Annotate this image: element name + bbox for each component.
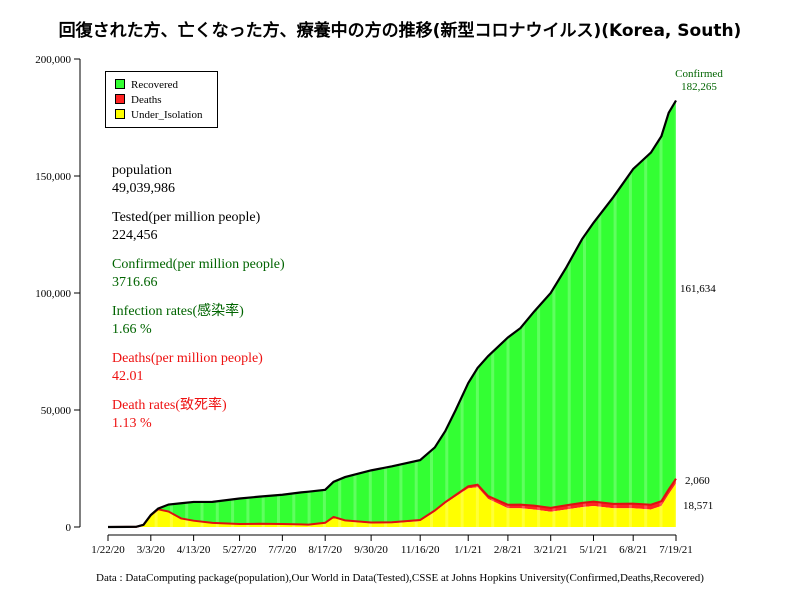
stat-value: 49,039,986 [112, 180, 175, 196]
area-stripe [613, 100, 617, 527]
legend-label-under-isolation: Under_Isolation [131, 109, 203, 121]
x-tick-label: 6/8/21 [619, 544, 647, 556]
x-tick-label: 2/8/21 [494, 544, 522, 556]
y-tick-label: 100,000 [35, 288, 71, 300]
x-tick-label: 3/21/21 [534, 544, 568, 556]
recovered-end-label: 161,634 [680, 283, 716, 295]
area-stripe [475, 100, 479, 527]
x-tick-label: 3/3/20 [137, 544, 166, 556]
x-tick-label: 1/1/21 [454, 544, 482, 556]
area-stripe [598, 100, 602, 527]
axes: 0 50,000 100,000 150,000 200,000 1/22/20 3/3/2… [35, 54, 693, 556]
legend-swatch-recovered [115, 79, 125, 89]
under-isolation-end-label: 18,571 [683, 500, 714, 512]
x-tick-label: 7/19/21 [659, 544, 693, 556]
stat-label: population [112, 163, 172, 178]
area-stripe [384, 100, 388, 527]
x-tick-label: 8/17/20 [308, 544, 342, 556]
stat-value: 1.66 % [112, 321, 152, 337]
area-stripe [460, 100, 464, 527]
confirmed-end-title: Confirmed [675, 68, 723, 80]
area-stripe [644, 100, 648, 527]
stat-value: 42.01 [112, 368, 144, 384]
stats-panel: population 49,039,986 Tested(per million… [112, 162, 372, 444]
area-stripe [659, 100, 663, 527]
legend-swatch-deaths [115, 94, 125, 104]
stat-tested: Tested(per million people) 224,456 [112, 209, 372, 256]
area-stripe [521, 100, 525, 527]
area-stripe [674, 100, 676, 527]
x-tick-label: 5/1/21 [579, 544, 607, 556]
area-stripe [567, 100, 571, 527]
legend-swatch-under-isolation [115, 109, 125, 119]
confirmed-end-value: 182,265 [681, 81, 717, 93]
area-stripe [414, 100, 418, 527]
line-deaths-top [107, 478, 677, 528]
area-stripe [445, 100, 449, 527]
data-source-footer: Data : DataComputing package(population)… [96, 572, 704, 584]
x-tick-label: 9/30/20 [354, 544, 388, 556]
legend-item-recovered: Recovered [115, 78, 178, 92]
y-tick-label: 0 [66, 522, 72, 534]
y-tick-label: 200,000 [35, 54, 71, 66]
area-stripe [491, 100, 495, 527]
x-tick-label: 5/27/20 [223, 544, 257, 556]
legend-label-deaths: Deaths [131, 94, 162, 106]
stat-infection-rate: Infection rates(感染率) 1.66 % [112, 303, 372, 350]
y-tick-label: 150,000 [35, 171, 71, 183]
area-recovered [108, 100, 676, 527]
stat-label: Deaths(per million people) [112, 351, 263, 366]
area-stripe [628, 100, 632, 527]
stat-value: 224,456 [112, 227, 158, 243]
y-tick-label: 50,000 [41, 405, 72, 417]
series-lines [107, 99, 677, 529]
chart-title: 回復された方、亡くなった方、療養中の方の推移(新型コロナウイルス)(Korea,… [58, 21, 742, 41]
stat-label: Confirmed(per million people) [112, 257, 285, 272]
legend: Recovered Deaths Under_Isolation [105, 71, 218, 128]
area-stripe [537, 100, 541, 527]
x-tick-label: 7/7/20 [268, 544, 297, 556]
stat-confirmed: Confirmed(per million people) 3716.66 [112, 256, 372, 303]
area-stripe [552, 100, 556, 527]
stat-label: Death rates(致死率) [112, 398, 227, 413]
stacked-areas [108, 100, 676, 527]
legend-item-under-isolation: Under_Isolation [115, 108, 202, 122]
area-stripe [583, 100, 586, 527]
stat-label: Infection rates(感染率) [112, 304, 244, 319]
area-stripe [430, 100, 433, 527]
area-stripe [399, 100, 403, 527]
deaths-end-label: 2,060 [685, 475, 710, 487]
stat-value: 3716.66 [112, 274, 158, 290]
confirmed-end-label: Confirmed 182,265 [664, 68, 734, 94]
area-under-isolation [108, 483, 676, 527]
x-tick-label: 11/16/20 [401, 544, 440, 556]
stat-label: Tested(per million people) [112, 210, 261, 225]
line-confirmed [107, 99, 677, 529]
x-tick-label: 1/22/20 [91, 544, 125, 556]
x-tick-label: 4/13/20 [177, 544, 211, 556]
stat-deaths: Deaths(per million people) 42.01 [112, 350, 372, 397]
legend-item-deaths: Deaths [115, 93, 162, 107]
stat-value: 1.13 % [112, 415, 152, 431]
stat-population: population 49,039,986 [112, 162, 372, 209]
area-stripe [506, 100, 510, 527]
legend-label-recovered: Recovered [131, 79, 179, 91]
stat-death-rate: Death rates(致死率) 1.13 % [112, 397, 372, 444]
